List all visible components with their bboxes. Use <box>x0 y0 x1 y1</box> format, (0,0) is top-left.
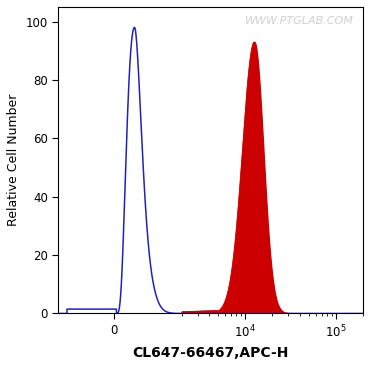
Text: WWW.PTGLAB.COM: WWW.PTGLAB.COM <box>245 16 354 26</box>
X-axis label: CL647-66467,APC-H: CL647-66467,APC-H <box>132 346 289 360</box>
Y-axis label: Relative Cell Number: Relative Cell Number <box>7 94 20 226</box>
